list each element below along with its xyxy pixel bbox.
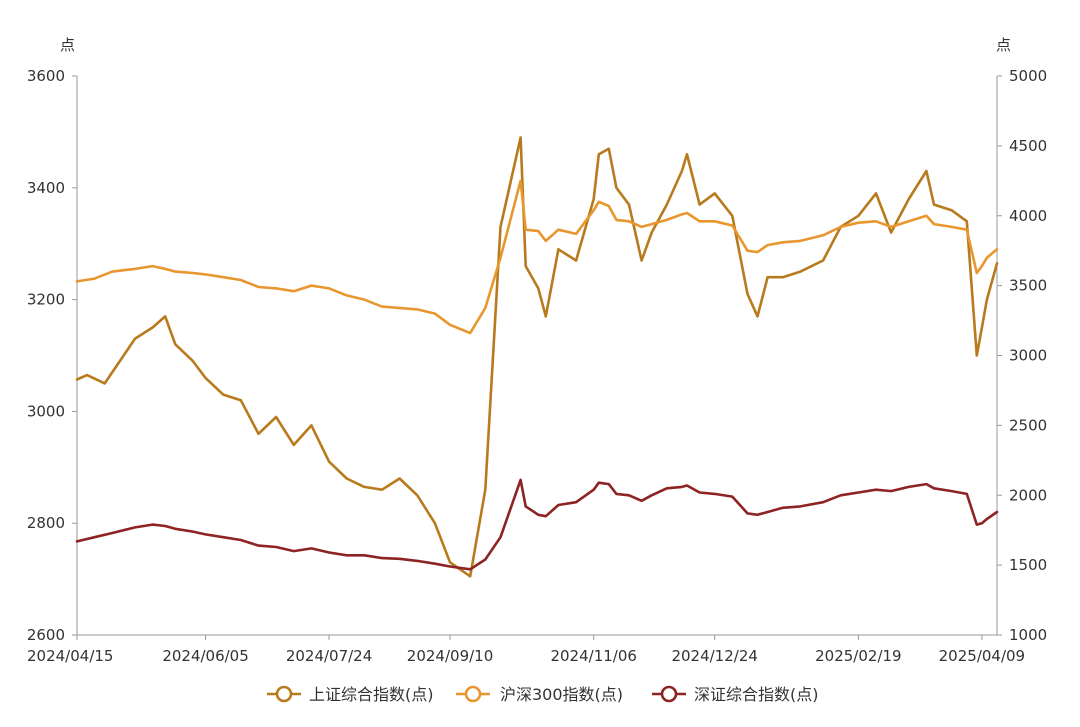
x-tick-label: 2024/07/24 (286, 647, 372, 665)
right-y-tick-label: 4000 (1009, 207, 1047, 225)
x-tick-label: 2024/12/24 (671, 647, 757, 665)
x-tick-label: 2024/04/15 (27, 647, 113, 665)
x-tick-label: 2024/09/10 (407, 647, 493, 665)
left-axis-unit: 点 (60, 36, 75, 54)
legend-marker-3 (660, 685, 678, 703)
left-y-tick-label: 2800 (27, 514, 65, 532)
right-y-tick-label: 2000 (1009, 486, 1047, 504)
legend-label-2: 沪深300指数(点) (500, 685, 623, 704)
x-tick-label: 2024/06/05 (162, 647, 248, 665)
legend-marker-1 (275, 685, 293, 703)
right-y-tick-label: 4500 (1009, 137, 1047, 155)
x-tick-label: 2024/11/06 (550, 647, 636, 665)
left-y-tick-label: 3200 (27, 291, 65, 309)
legend: 上证综合指数(点) 沪深300指数(点) 深证综合指数(点) (267, 685, 819, 704)
legend-label-1: 上证综合指数(点) (309, 685, 434, 704)
left-y-tick-label: 3600 (27, 67, 65, 85)
right-y-tick-label: 3500 (1009, 277, 1047, 295)
right-y-tick-label: 1500 (1009, 556, 1047, 574)
legend-label-3: 深证综合指数(点) (694, 685, 819, 704)
series-line-1 (75, 136, 999, 578)
series-line-2 (75, 179, 999, 335)
right-y-tick-label: 5000 (1009, 67, 1047, 85)
left-y-tick-label: 3000 (27, 402, 65, 420)
series-layer (75, 136, 999, 578)
x-tick-label: 2025/04/09 (939, 647, 1025, 665)
series-line-3 (75, 478, 999, 571)
axes: 2600 2800 3000 3200 3400 3600 1000 1500 2000 2500… (27, 67, 1047, 665)
right-y-tick-label: 2500 (1009, 416, 1047, 434)
right-y-tick-label: 1000 (1009, 626, 1047, 644)
right-y-tick-label: 3000 (1009, 347, 1047, 365)
right-axis-unit: 点 (996, 36, 1011, 54)
legend-marker-2 (464, 685, 482, 703)
left-y-tick-label: 3400 (27, 179, 65, 197)
left-y-tick-label: 2600 (27, 626, 65, 644)
x-tick-label: 2025/02/19 (815, 647, 901, 665)
